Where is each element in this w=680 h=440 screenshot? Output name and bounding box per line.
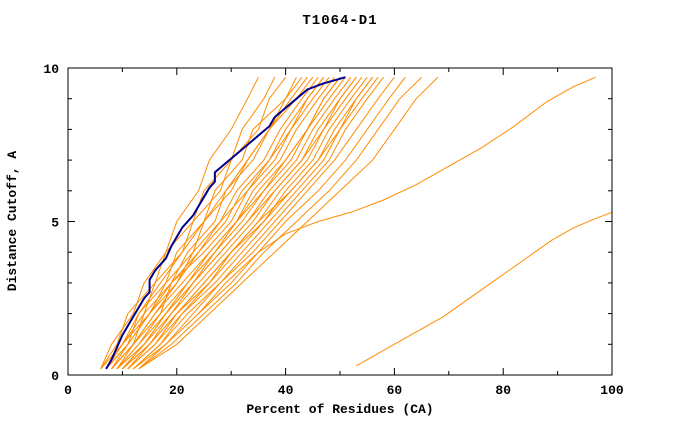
model-trace <box>116 76 335 370</box>
model-trace <box>111 76 314 370</box>
y-tick-label: 5 <box>51 216 59 231</box>
chart-title: T1064-D1 <box>302 13 377 29</box>
model-trace <box>100 76 259 370</box>
x-tick-label: 0 <box>64 383 72 398</box>
model-trace <box>105 76 325 370</box>
model-trace <box>100 76 276 370</box>
model-trace <box>100 76 303 370</box>
model-trace <box>132 76 384 370</box>
x-tick-label: 100 <box>600 383 624 398</box>
model-trace <box>138 76 422 370</box>
highlighted-model-trace <box>105 76 346 370</box>
x-tick-label: 20 <box>169 383 185 398</box>
model-trace <box>111 76 341 370</box>
y-tick-label: 10 <box>43 62 59 77</box>
outlier-model-trace <box>356 77 613 367</box>
y-tick-label: 0 <box>51 369 59 384</box>
model-trace <box>116 76 357 370</box>
model-trace <box>122 76 352 370</box>
model-trace <box>138 76 439 370</box>
series-layer <box>100 76 613 370</box>
model-trace <box>111 76 325 370</box>
model-trace <box>127 76 374 370</box>
x-tick-label: 80 <box>495 383 511 398</box>
x-tick-label: 40 <box>278 383 294 398</box>
model-trace <box>105 76 286 370</box>
y-axis-label: Distance Cutoff, A <box>5 151 20 292</box>
model-trace <box>132 76 379 370</box>
x-tick-label: 60 <box>387 383 403 398</box>
model-trace <box>116 76 330 370</box>
model-trace <box>122 76 374 370</box>
axes-layer: 0 20 40 60 80 100 0 5 10 <box>43 62 624 398</box>
outlier-model-trace <box>198 76 596 314</box>
x-axis-label: Percent of Residues (CA) <box>246 402 433 417</box>
model-trace <box>138 76 406 370</box>
model-trace <box>132 76 395 370</box>
model-trace <box>122 76 357 370</box>
model-trace <box>111 76 319 370</box>
